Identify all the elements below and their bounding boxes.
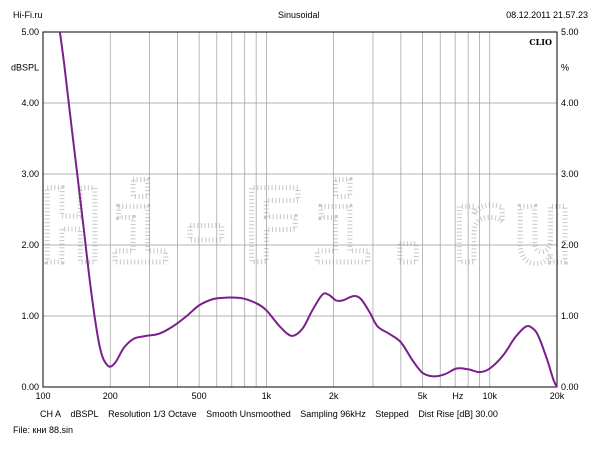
y-tick-label-left: 1.00 [21,311,39,321]
resolution-label: Resolution 1/3 Octave [108,409,197,419]
y-tick-label-right: 0.00 [561,382,579,392]
x-tick-label: 100 [35,391,50,401]
x-tick-label: 20k [550,391,565,401]
channel-label: CH A [40,409,62,419]
y-tick-label-left: 3.00 [21,169,39,179]
y-tick-label-left: 2.00 [21,240,39,250]
x-tick-label: 5k [418,391,428,401]
x-tick-label: 200 [103,391,118,401]
y-axis-unit-right: % [561,63,569,73]
file-name: File: кни 88.sin [13,425,73,435]
dist-rise-label: Dist Rise [dB] 30.00 [418,409,498,419]
y-tick-label-right: 2.00 [561,240,579,250]
app-title: Hi-Fi.ru [13,10,43,20]
unit-label: dBSPL [70,409,99,419]
y-tick-label-right: 5.00 [561,27,579,37]
x-tick-label: 1k [262,391,272,401]
y-tick-label-right: 3.00 [561,169,579,179]
chart: Hi-Fi.ru 5.00 5.00 4.00 4.00 3.00 3.00 2.00 2.00… [11,27,579,401]
x-tick-label: 500 [192,391,207,401]
x-tick-label: 10k [482,391,497,401]
y-tick-label-right: 4.00 [561,98,579,108]
y-tick-label-right: 1.00 [561,311,579,321]
measurement-title: Sinusoidal [278,10,320,20]
y-tick-label-left: 0.00 [21,382,39,392]
mode-label: Stepped [375,409,409,419]
y-tick-label-left: 4.00 [21,98,39,108]
plot-frame [42,31,558,388]
brand-label: CLIO [529,37,552,47]
x-tick-label: 2k [329,391,339,401]
measurement-settings: CH A dBSPL Resolution 1/3 Octave Smooth … [40,409,505,419]
timestamp: 08.12.2011 21.57.23 [506,10,588,20]
y-tick-label-left: 5.00 [21,27,39,37]
x-axis-unit: Hz [452,391,463,401]
smoothing-label: Smooth Unsmoothed [206,409,291,419]
series-line [58,31,558,388]
y-axis-unit-left: dBSPL [11,63,39,73]
sampling-label: Sampling 96kHz [300,409,366,419]
watermark: Hi-Fi.ru [40,168,579,287]
